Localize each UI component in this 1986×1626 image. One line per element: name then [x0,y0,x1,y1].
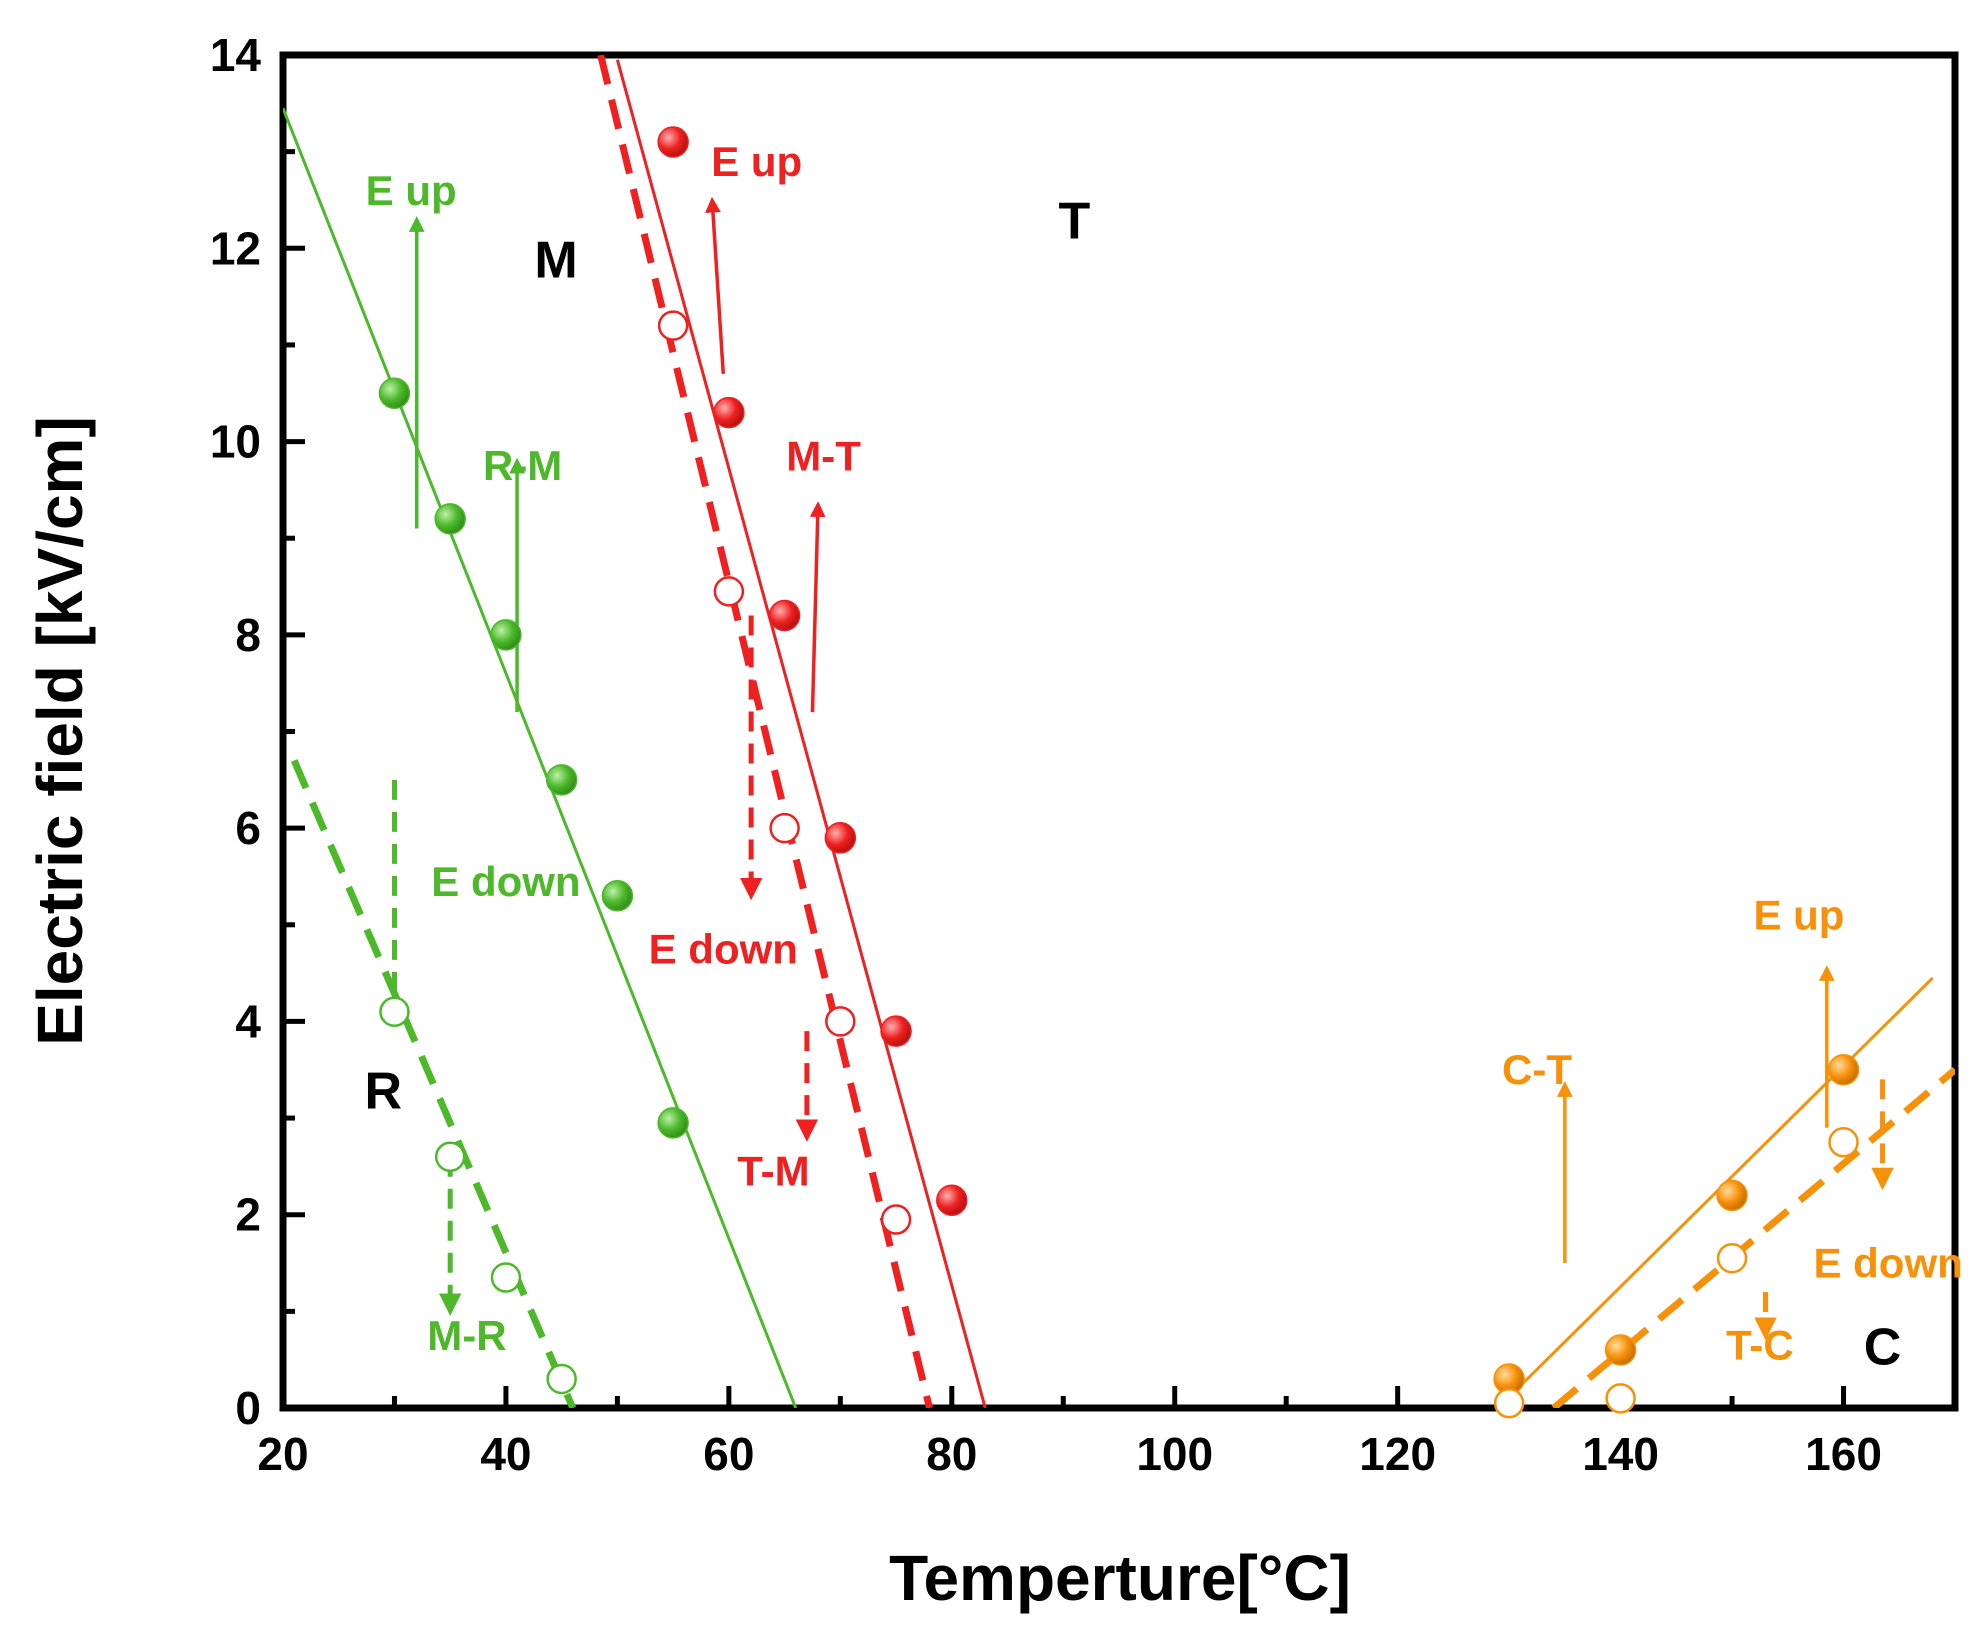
filled-data-point [824,822,857,854]
filled-data-point [490,619,522,651]
transition-annotation: E down [431,858,580,905]
transition-annotation: M-T [786,433,861,480]
open-data-point [769,812,800,844]
dashed-fit-line [597,55,933,1408]
phase-label: M [534,231,577,289]
filled-data-point [601,880,634,912]
y-tick-label: 14 [210,29,262,81]
phase-label: R [365,1062,403,1120]
transition-annotation: C-T [1502,1046,1572,1093]
x-tick-label: 40 [480,1428,531,1480]
filled-data-point [545,764,578,796]
open-data-point [880,1204,912,1235]
transition-annotation: E up [1753,892,1844,939]
x-tick-label: 80 [926,1428,977,1480]
filled-data-point [378,377,411,409]
open-data-point [713,576,745,607]
y-tick-label: 10 [210,416,261,468]
up-arrow [705,196,726,375]
dashed-fit-line [1551,1067,1955,1408]
y-tick-label: 12 [210,222,261,274]
x-tick-label: 100 [1136,1428,1213,1480]
transition-annotation: E down [1813,1240,1962,1287]
fit-lines [283,55,1955,1408]
filled-data-point [768,599,801,632]
open-data-point [1716,1242,1748,1274]
filled-data-point [713,396,745,429]
open-data-point [1493,1387,1525,1419]
up-arrow [809,501,826,713]
filled-data-point [1716,1179,1748,1212]
y-tick-label: 8 [235,609,261,661]
filled-data-point [880,1015,912,1047]
phase-label: C [1864,1319,1902,1377]
x-tick-label: 60 [703,1428,754,1480]
filled-data-point [936,1184,968,1216]
x-tick-label: 160 [1805,1428,1882,1480]
transition-annotation: E down [649,925,798,972]
text-labels: M T R C E up R-M E down M-R E up M-T E down T-M E up… [365,138,1963,1377]
solid-fit-line [1496,976,1934,1408]
open-data-point [490,1262,522,1293]
dashed-fit-line [290,759,577,1408]
transition-annotation: E up [366,167,457,214]
data-points [378,126,1860,1419]
open-data-point [379,996,410,1028]
transition-annotation: T-C [1726,1322,1794,1369]
y-tick-label: 6 [235,802,261,854]
filled-data-point [657,126,689,158]
x-tick-label: 120 [1359,1428,1436,1480]
transition-annotation: M-R [427,1312,506,1359]
open-data-point [1605,1383,1636,1414]
y-tick-label: 4 [235,995,261,1047]
filled-data-point [1827,1054,1860,1086]
open-data-point [657,310,689,341]
filled-data-point [657,1107,689,1139]
filled-data-point [434,503,466,535]
transition-annotation: R-M [483,442,562,489]
y-tick-label: 2 [235,1189,261,1241]
solid-fit-line [283,107,798,1408]
open-data-point [434,1141,466,1172]
open-data-point [825,1006,856,1037]
filled-data-point [1604,1334,1637,1366]
transition-annotation: T-M [737,1148,809,1195]
open-data-point [1828,1126,1859,1158]
transition-annotation: E up [711,138,802,185]
solid-fit-line [615,59,987,1408]
phase-label: T [1059,193,1091,251]
x-tick-label: 20 [257,1428,308,1480]
open-data-point [546,1363,577,1395]
x-axis-title: Temperture[°C] [889,1542,1351,1614]
transition-arrows [383,196,1894,1341]
y-tick-label: 0 [235,1382,261,1434]
x-tick-label: 140 [1582,1428,1659,1480]
y-axis-title: Electric field [kV/cm] [24,416,96,1046]
